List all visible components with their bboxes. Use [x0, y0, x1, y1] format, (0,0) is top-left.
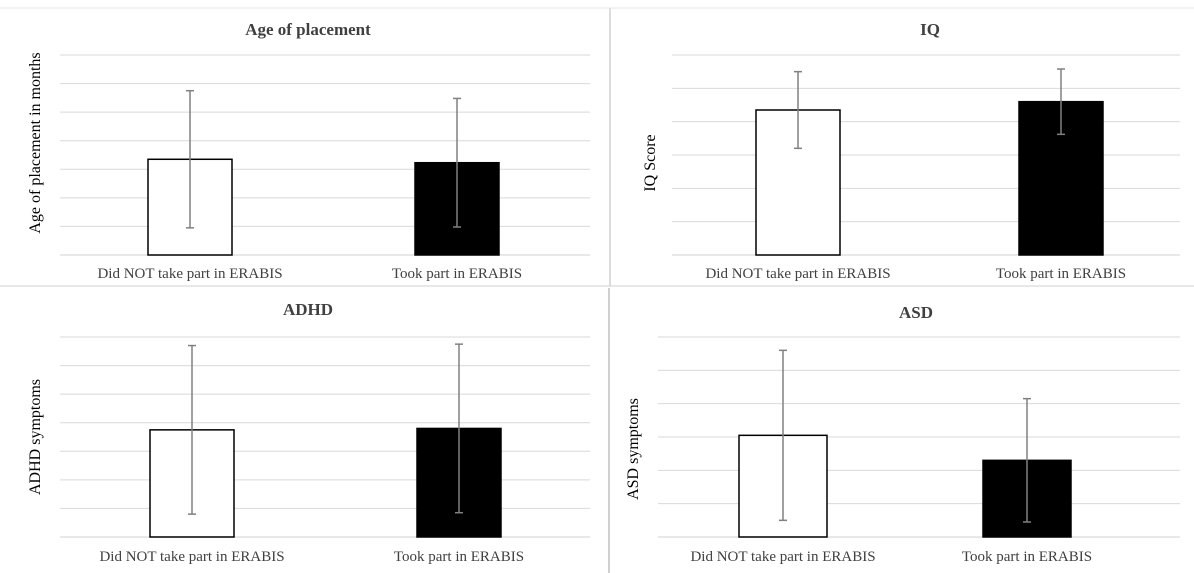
x-tick-label: Did NOT take part in ERABIS: [705, 266, 890, 282]
panel-title: Age of placement: [245, 20, 371, 39]
panel-asd: ASD ASD symptoms Did NOT take part in ERAB…: [625, 303, 1180, 565]
x-tick-label: Did NOT take part in ERABIS: [99, 549, 284, 565]
x-tick-label: Did NOT take part in ERABIS: [690, 549, 875, 565]
y-axis-label: ADHD symptoms: [27, 379, 44, 495]
y-axis-label: IQ Score: [642, 134, 659, 191]
x-tick-label: Did NOT take part in ERABIS: [97, 266, 282, 282]
x-tick-label: Took part in ERABIS: [394, 549, 524, 565]
panel-title: ADHD: [283, 300, 333, 319]
x-tick-label: Took part in ERABIS: [392, 266, 522, 282]
x-tick-label: Took part in ERABIS: [962, 549, 1092, 565]
y-axis-label: Age of placement in months: [27, 52, 44, 233]
panel-title: IQ: [920, 20, 940, 39]
panel-age-of-placement: Age of placement Age of placement in mont…: [27, 20, 590, 282]
panel-iq: IQ IQ Score Did NOT take part in ERABIS Too…: [642, 20, 1180, 282]
panel-adhd: ADHD ADHD symptoms Did NOT take part in ER…: [27, 300, 590, 565]
x-tick-label: Took part in ERABIS: [996, 266, 1126, 282]
panel-title: ASD: [899, 303, 933, 322]
y-axis-label: ASD symptoms: [625, 398, 642, 500]
